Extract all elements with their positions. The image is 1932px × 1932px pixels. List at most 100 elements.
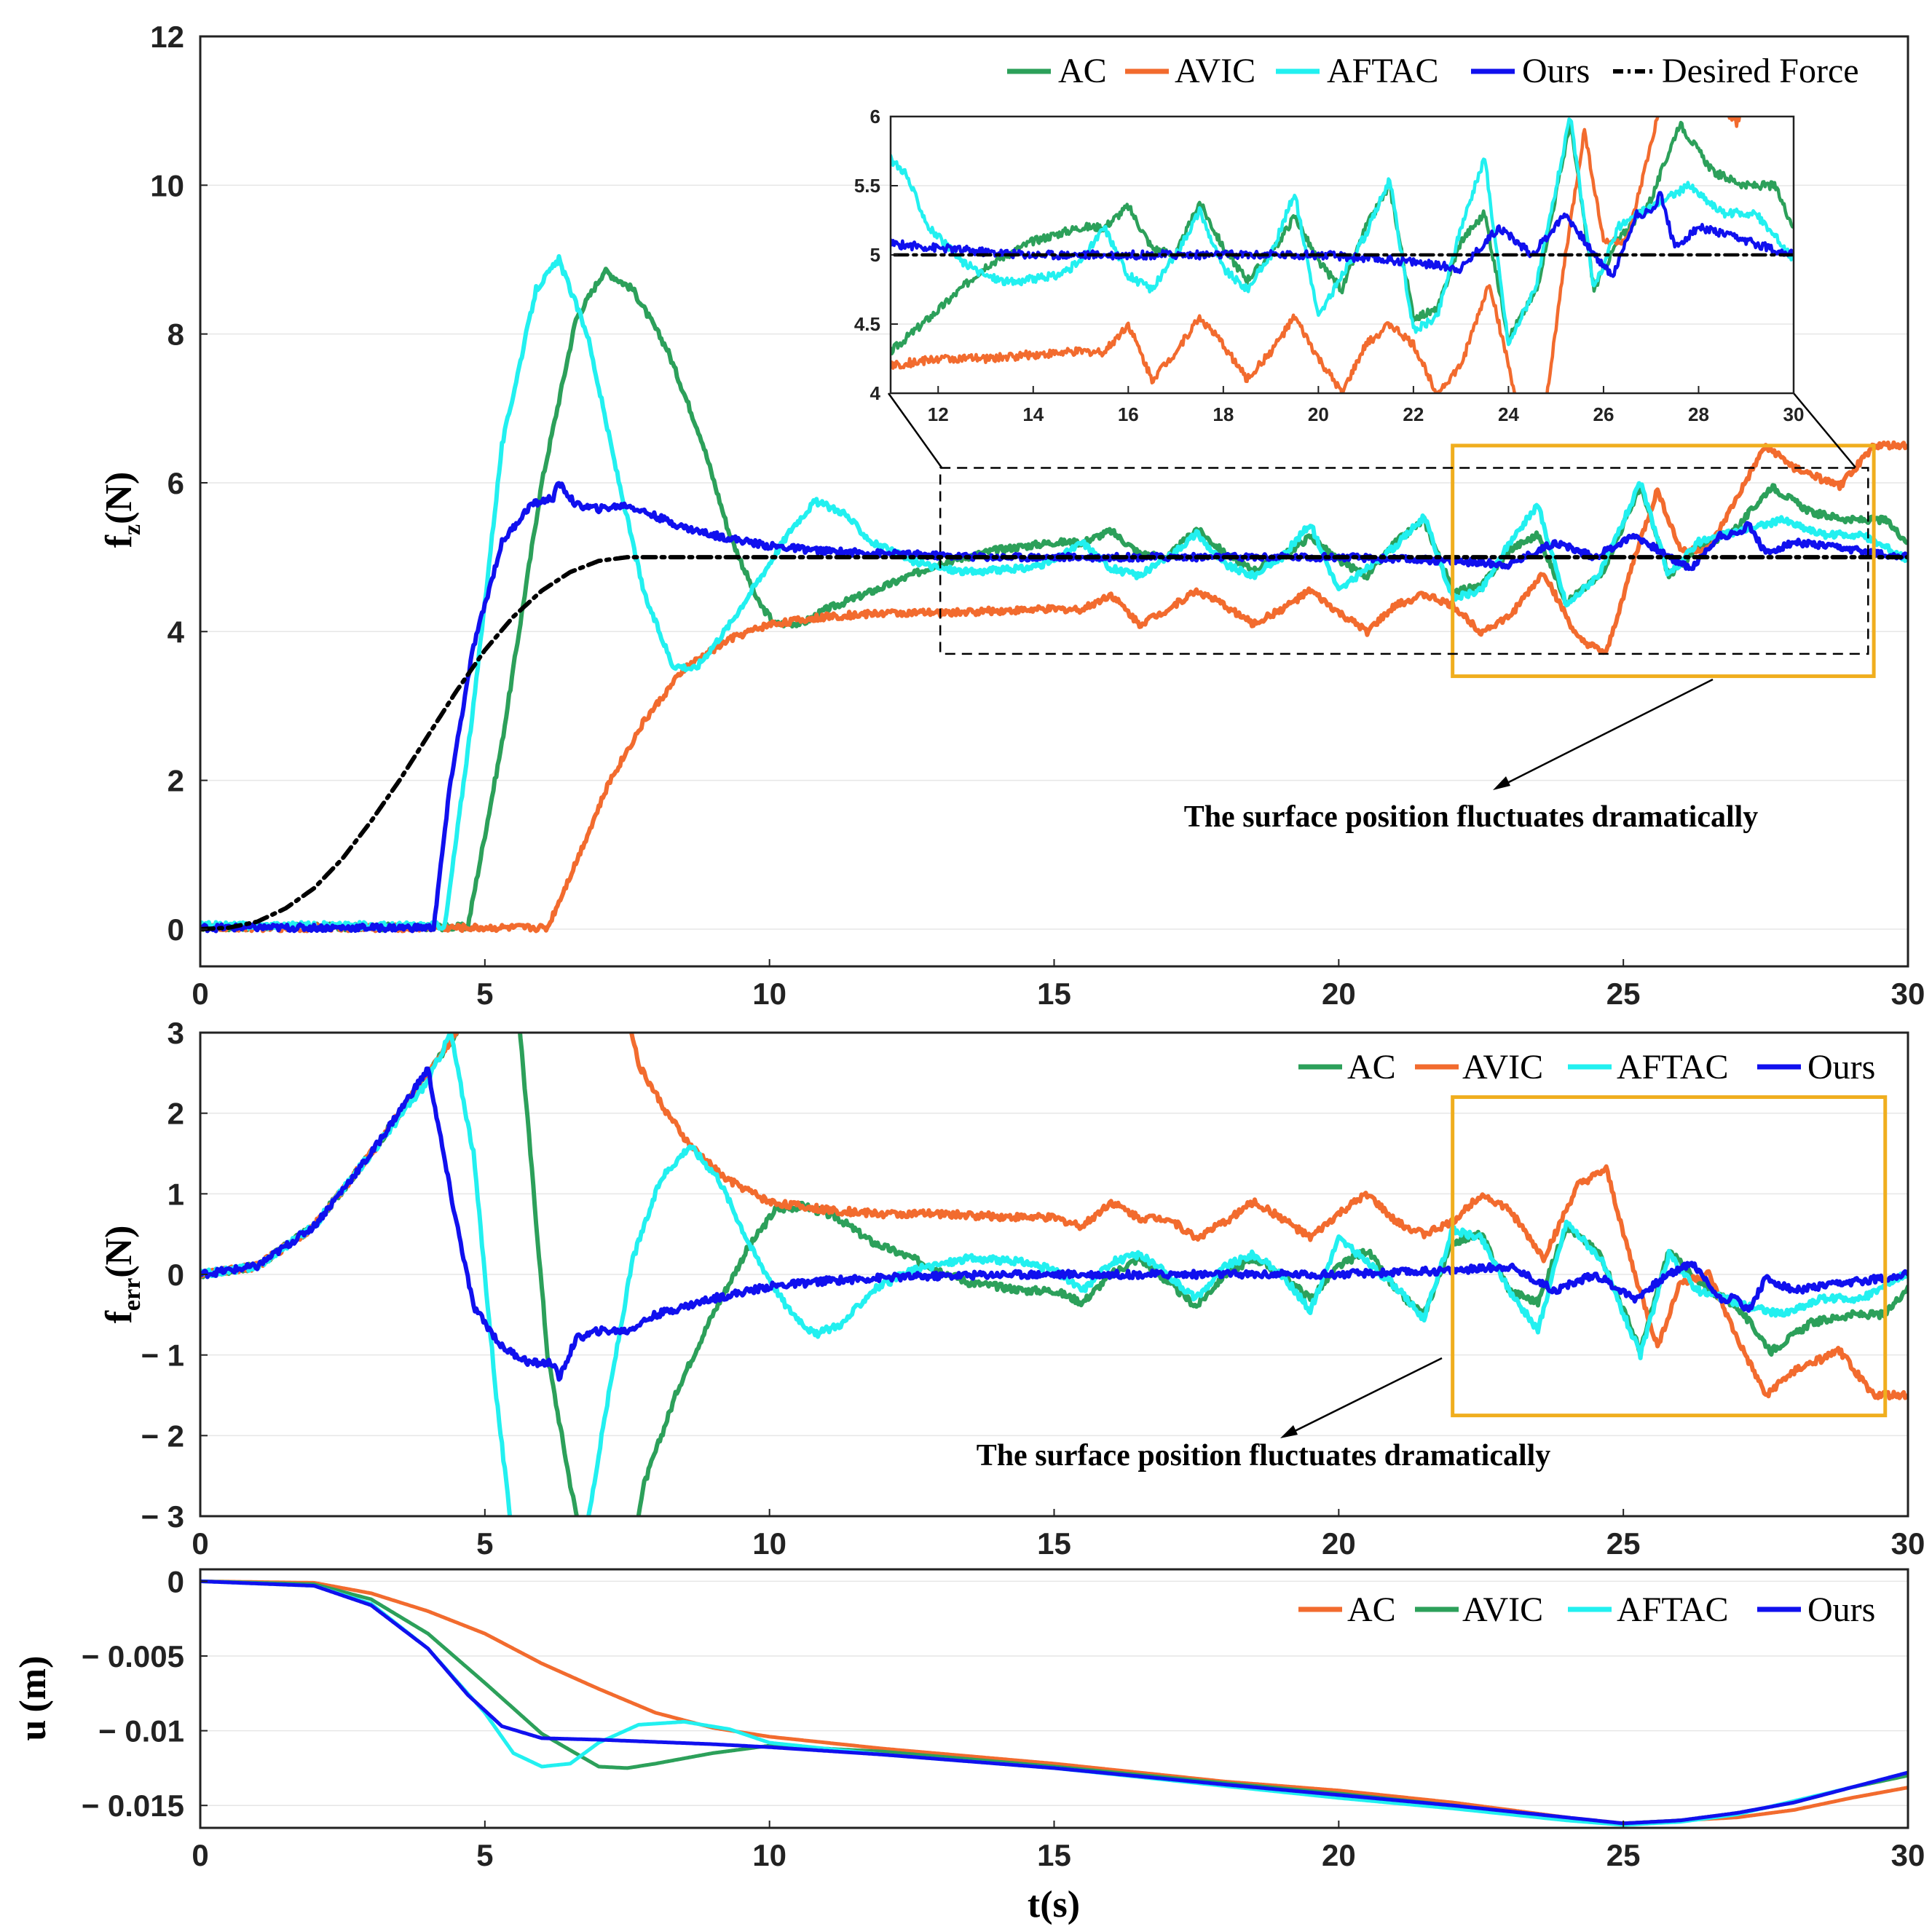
arrow-head-icon xyxy=(1280,1425,1298,1438)
tick-group: 0 5 10 15 20 25 30 0 − 0.005 − 0.01 − 0.015 xyxy=(82,1564,1925,1872)
x-tick-label: 20 xyxy=(1322,1838,1356,1872)
legend-label-aftac: AFTAC xyxy=(1617,1048,1729,1087)
x-tick-label: 0 xyxy=(192,1526,208,1561)
y-tick-label: 5 xyxy=(870,244,880,266)
legend-label-ac: AC xyxy=(1058,52,1107,90)
x-tick-label: 30 xyxy=(1891,977,1925,1011)
series-line-avic xyxy=(891,117,1742,393)
series-line-aftac xyxy=(891,117,1794,347)
x-tick-label: 12 xyxy=(928,403,949,425)
x-tick-label: 26 xyxy=(1593,403,1614,425)
series-line-avic xyxy=(200,440,1908,934)
x-tick-label: 20 xyxy=(1322,1526,1356,1561)
y-tick-label: 1 xyxy=(167,1177,184,1211)
highlight-box xyxy=(1451,443,1876,679)
x-tick-label: 10 xyxy=(752,977,786,1011)
annotation-text: The surface position fluctuates dramatic… xyxy=(977,1439,1551,1472)
y-tick-label: 0 xyxy=(167,1258,184,1292)
tick-group: 0 5 10 15 20 25 30 − 3 − 2 − 1 0 1 2 3 xyxy=(141,1016,1925,1561)
series-line-desired-force xyxy=(200,555,1908,931)
y-axis-label: u(m) xyxy=(12,1656,54,1741)
x-tick-label: 15 xyxy=(1037,977,1071,1011)
x-tick-label: 30 xyxy=(1891,1526,1925,1561)
annotation-arrow xyxy=(1287,1357,1443,1436)
legend: AC AVIC AFTAC Ours xyxy=(1298,1048,1875,1087)
x-tick-label: 14 xyxy=(1022,403,1044,425)
series-clip xyxy=(891,117,1794,393)
x-tick-label: 30 xyxy=(1783,403,1805,425)
legend-label-ours: Ours xyxy=(1522,52,1590,90)
y-tick-label: 6 xyxy=(167,466,184,500)
annotation-text: The surface position fluctuates dramatic… xyxy=(1184,800,1759,834)
y-tick-label: 4.5 xyxy=(854,313,880,335)
y-tick-label: − 0.005 xyxy=(82,1639,184,1673)
x-tick-label: 5 xyxy=(476,1526,493,1561)
y-tick-label: − 2 xyxy=(141,1419,184,1453)
zoom-connector-right xyxy=(1793,393,1856,468)
arrow-head-icon xyxy=(1493,776,1510,790)
x-tick-label: 15 xyxy=(1037,1838,1071,1872)
force-error-panel: 0 5 10 15 20 25 30 − 3 − 2 − 1 0 1 2 3 ferr(N) The su… xyxy=(98,1016,1925,1561)
series-line-ac xyxy=(200,1033,1908,1516)
x-tick-label: 16 xyxy=(1118,403,1139,425)
y-tick-label: 4 xyxy=(870,382,881,404)
legend-label-avic: AVIC xyxy=(1462,1048,1543,1087)
legend: AC AVIC AFTAC Ours Desired Force xyxy=(1007,52,1859,90)
y-tick-label: 12 xyxy=(150,20,184,54)
y-tick-label: 0 xyxy=(167,1564,184,1598)
series-line-ours xyxy=(200,481,1908,934)
zoom-region-box xyxy=(939,467,1869,655)
y-tick-label: 5.5 xyxy=(854,175,880,197)
y-axis-label: ferr(N) xyxy=(98,1226,146,1324)
x-tick-label: 0 xyxy=(192,1838,208,1872)
x-tick-label: 24 xyxy=(1498,403,1519,425)
x-tick-label: 30 xyxy=(1891,1838,1925,1872)
y-tick-label: 2 xyxy=(167,1097,184,1131)
x-tick-label: 22 xyxy=(1403,403,1424,425)
y-tick-label: − 1 xyxy=(141,1338,184,1373)
x-tick-label: 0 xyxy=(192,977,208,1011)
zoom-connector-left xyxy=(887,393,943,468)
x-tick-label: 20 xyxy=(1322,977,1356,1011)
y-tick-label: − 0.01 xyxy=(98,1714,184,1748)
legend-label-ac: AC xyxy=(1347,1048,1396,1087)
legend-label-ac: AC xyxy=(1347,1590,1396,1629)
tick-group: 0 5 10 15 20 25 30 0 24 6 8 10 12 xyxy=(150,20,1925,1011)
series-group xyxy=(200,254,1908,934)
legend-label-avic: AVIC xyxy=(1462,1590,1543,1629)
x-tick-label: 5 xyxy=(476,977,493,1011)
legend-label-avic: AVIC xyxy=(1175,52,1255,90)
y-tick-label: 8 xyxy=(167,318,184,352)
x-tick-label: 10 xyxy=(752,1838,786,1872)
legend-label-ours: Ours xyxy=(1807,1590,1875,1629)
series-line-ours xyxy=(200,1066,1908,1382)
annotation-arrow xyxy=(1499,678,1714,788)
legend-label-desired: Desired Force xyxy=(1662,52,1859,90)
x-tick-label: 25 xyxy=(1606,1526,1641,1561)
y-tick-label: 10 xyxy=(150,168,184,202)
x-tick-label: 20 xyxy=(1308,403,1329,425)
x-axis-label: t(s) xyxy=(1028,1884,1080,1925)
zoom-inset: 12 14 16 18 20 22 24 26 28 30 4 4.5 5 5.5 6 xyxy=(854,106,1805,425)
y-tick-label: − 0.015 xyxy=(82,1789,184,1823)
x-tick-label: 10 xyxy=(752,1526,786,1561)
y-tick-label: 6 xyxy=(870,106,880,127)
series-group xyxy=(200,1033,1908,1516)
series-line-aftac xyxy=(200,1033,1908,1516)
series-clip xyxy=(200,254,1908,934)
highlight-box xyxy=(1451,1095,1888,1418)
displacement-panel: 0 5 10 15 20 25 30 0 − 0.005 − 0.01 − 0.015 u(m) t… xyxy=(12,1564,1925,1925)
y-tick-label: 3 xyxy=(167,1016,184,1050)
y-tick-label: 0 xyxy=(167,912,184,947)
inset-series-group xyxy=(891,117,1794,393)
inset-tick-group: 12 14 16 18 20 22 24 26 28 30 4 4.5 5 5.5 6 xyxy=(854,106,1805,425)
legend-label-ours: Ours xyxy=(1807,1048,1875,1087)
x-tick-label: 18 xyxy=(1213,403,1234,425)
x-tick-label: 28 xyxy=(1688,403,1709,425)
x-tick-label: 25 xyxy=(1606,977,1641,1011)
x-tick-label: 5 xyxy=(476,1838,493,1872)
legend: AC AVIC AFTAC Ours xyxy=(1298,1590,1875,1629)
legend-label-aftac: AFTAC xyxy=(1617,1590,1729,1629)
